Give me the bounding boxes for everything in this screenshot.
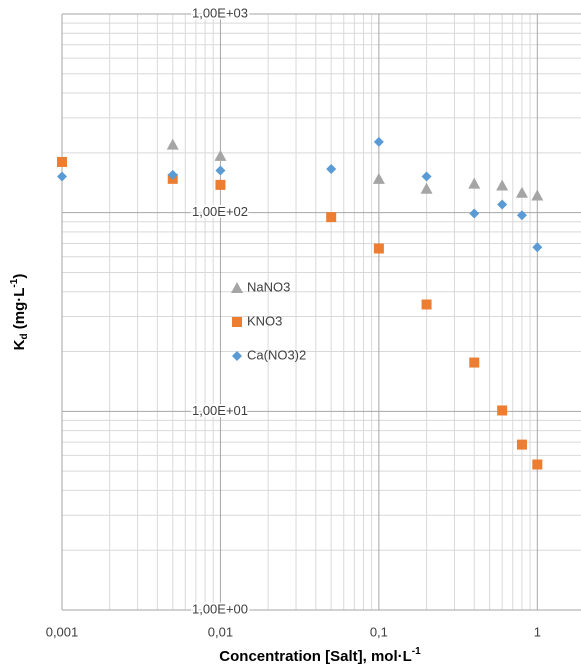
triangle-point: [214, 149, 227, 161]
triangle-point: [420, 182, 433, 194]
diamond-point: [326, 163, 337, 174]
square-point: [469, 357, 480, 368]
y-label-end: ): [11, 274, 28, 279]
diamond-point: [532, 242, 543, 253]
triangle-point: [372, 172, 385, 184]
y-axis-label: Kd (mg·L-1): [9, 274, 30, 351]
x-tick-label: 1: [534, 624, 541, 639]
x-axis-label: Concentration [Salt], mol·L-1: [219, 646, 421, 665]
diamond-point: [232, 351, 242, 361]
square-point: [215, 179, 226, 190]
triangle-point: [231, 282, 243, 293]
grid: [61, 13, 581, 611]
y-tick-label: 1,00E+00: [192, 601, 248, 616]
y-tick-label: 1,00E+03: [192, 5, 248, 20]
legend-label: KNO3: [247, 313, 282, 328]
x-label-text: Concentration [Salt], mol·L: [219, 648, 412, 665]
diamond-point: [215, 165, 226, 176]
legend-label: NaNO3: [247, 279, 290, 294]
diamond-point: [373, 136, 384, 147]
legend-label: Ca(NO3)2: [247, 347, 306, 362]
square-point: [373, 243, 384, 254]
y-tick-label: 1,00E+02: [192, 204, 248, 219]
square-point: [516, 439, 527, 450]
y-label-sub: d: [19, 333, 30, 339]
x-tick-label: 0,01: [208, 624, 233, 639]
square-point: [232, 317, 242, 327]
triangle-point: [531, 189, 544, 201]
diamond-point: [516, 210, 527, 221]
triangle-point: [468, 177, 481, 189]
y-tick-label: 1,00E+01: [192, 403, 248, 418]
triangle-point: [166, 138, 179, 150]
square-point: [497, 405, 508, 416]
diamond-point: [57, 171, 67, 182]
square-point: [57, 156, 67, 167]
diamond-point: [469, 208, 480, 219]
x-tick-label: 0,1: [370, 624, 388, 639]
square-point: [532, 459, 543, 470]
y-label-text: K: [11, 339, 28, 350]
y-label-rest: (mg·L: [11, 288, 28, 334]
diamond-point: [167, 169, 178, 180]
square-point: [421, 299, 432, 310]
x-tick-label: 0,001: [46, 624, 79, 639]
square-point: [326, 212, 337, 223]
y-label-sup: -1: [9, 278, 20, 287]
diamond-point: [497, 199, 508, 210]
x-label-sup: -1: [412, 646, 421, 657]
triangle-point: [515, 186, 528, 198]
diamond-point: [421, 171, 432, 182]
triangle-point: [496, 179, 509, 191]
